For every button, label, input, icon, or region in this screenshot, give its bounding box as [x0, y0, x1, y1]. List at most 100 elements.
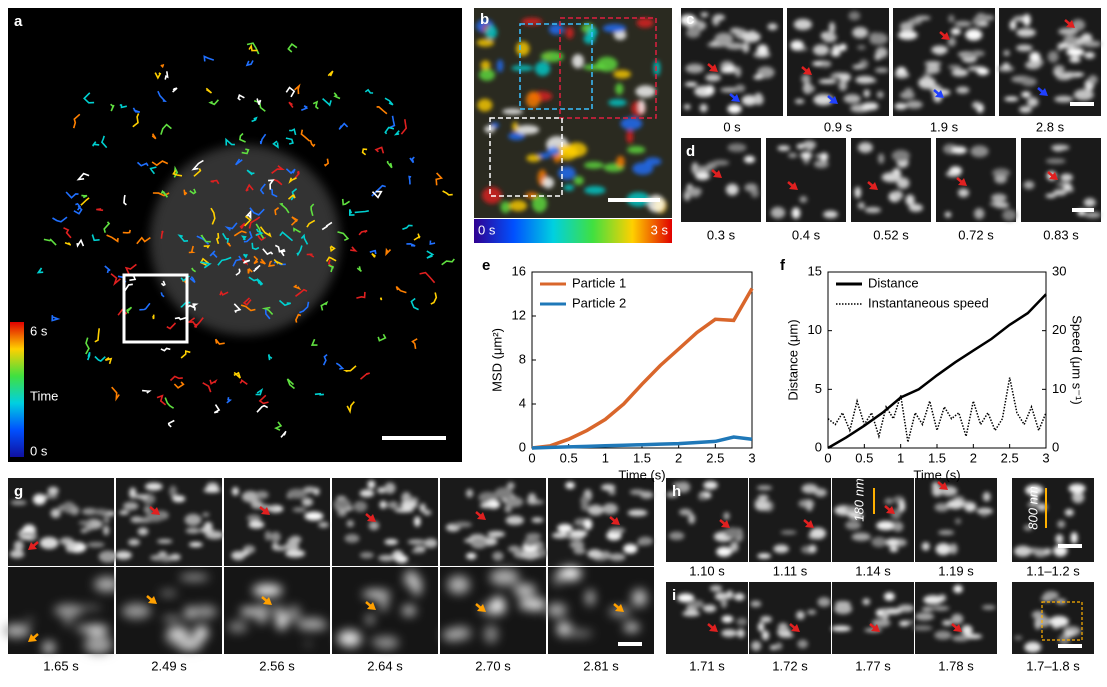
speckle [795, 99, 805, 104]
track [153, 315, 154, 319]
time-label: 0.83 s [1043, 227, 1079, 242]
speckle [823, 211, 838, 219]
time-label: 1.71 s [689, 658, 725, 673]
time-label: 0.4 s [792, 227, 821, 242]
speckle [360, 490, 374, 498]
speckle [744, 156, 755, 163]
speckle [1057, 47, 1063, 51]
speckle [1054, 65, 1065, 72]
speckle [135, 495, 149, 499]
speckle [951, 28, 961, 35]
speckle [909, 204, 923, 212]
speckle [1060, 174, 1073, 182]
speckle [757, 486, 772, 491]
speckle [918, 77, 936, 89]
y2-tick-label: 30 [1052, 263, 1066, 278]
speckle [730, 541, 738, 552]
blob [481, 60, 491, 70]
speckle [571, 541, 584, 549]
speckle [951, 614, 963, 625]
speckle [728, 143, 747, 152]
x-tick-label: 0 [824, 450, 831, 465]
speckle [185, 514, 202, 526]
speckle [247, 514, 261, 521]
speckle [424, 538, 437, 548]
speckle [913, 625, 933, 630]
speckle [123, 502, 138, 510]
blob [574, 176, 584, 185]
speckle [893, 521, 904, 531]
speckle [85, 527, 92, 532]
time-label: 1.9 s [930, 119, 959, 134]
speckle [976, 13, 985, 18]
speckle [453, 522, 472, 528]
blob [497, 59, 504, 72]
speckle [131, 516, 143, 522]
speckle [491, 597, 505, 612]
speckle [692, 600, 704, 608]
speckle [287, 538, 301, 542]
speckle [241, 608, 258, 616]
speckle [736, 618, 747, 626]
speckle [735, 84, 745, 92]
speckle [204, 488, 221, 493]
speckle [792, 207, 801, 218]
speckle [138, 528, 149, 536]
speckle [892, 150, 910, 162]
time-label: 2.49 s [151, 658, 187, 673]
speckle [287, 605, 301, 622]
speckle [1043, 591, 1059, 599]
speckle [414, 516, 421, 526]
blob [549, 24, 564, 35]
speckle [584, 519, 592, 530]
speckle [757, 44, 768, 55]
speckle [318, 522, 329, 528]
speckle [400, 501, 417, 508]
blob [584, 34, 595, 44]
speckle [734, 593, 745, 601]
blob [516, 125, 540, 134]
legend-label: Particle 1 [572, 275, 626, 290]
speckle [780, 530, 796, 534]
blob [547, 147, 560, 156]
blob [626, 130, 633, 143]
time-label: 0.9 s [824, 119, 853, 134]
speckle [603, 503, 618, 514]
speckle [632, 589, 647, 606]
colorbar-label: 6 s [30, 323, 48, 338]
time-label: 2.81 s [583, 658, 619, 673]
time-label: 0 s [723, 119, 741, 134]
speckle [66, 541, 74, 552]
speckle [685, 82, 698, 86]
speckle [720, 69, 735, 73]
speckle [875, 54, 881, 60]
speckle [872, 619, 891, 628]
speckle [813, 94, 833, 105]
speckle [369, 521, 379, 530]
speckle [946, 171, 961, 176]
speckle [40, 537, 59, 549]
x-tick-label: 2.5 [706, 450, 724, 465]
speckle [991, 194, 1007, 203]
speckle [857, 45, 866, 49]
speckle [726, 184, 739, 196]
panel-label: c [686, 11, 694, 28]
speckle [1010, 20, 1017, 30]
blob [512, 122, 518, 132]
speckle [942, 620, 952, 626]
speckle [703, 605, 716, 613]
speckle [852, 65, 863, 70]
x-tick-label: 1.5 [928, 450, 946, 465]
speckle [1016, 28, 1036, 37]
speckle [388, 501, 399, 509]
speckle [892, 190, 903, 199]
speckle [730, 28, 742, 34]
speckle [858, 142, 873, 153]
speckle [839, 44, 846, 51]
speckle [813, 45, 829, 56]
speckle [700, 12, 708, 17]
blob [566, 27, 574, 39]
speckle [287, 489, 307, 499]
speckle [466, 553, 476, 560]
speckle [443, 629, 463, 641]
